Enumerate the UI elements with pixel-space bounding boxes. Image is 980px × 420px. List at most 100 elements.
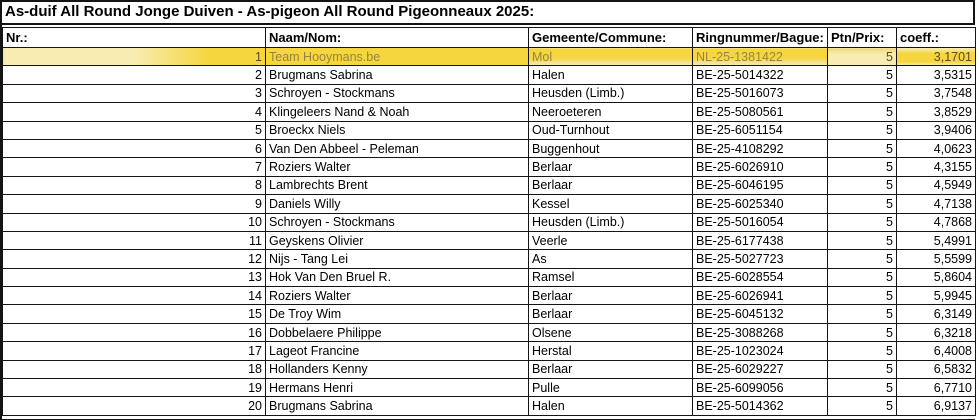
cell-ring: BE-25-6177438 bbox=[692, 230, 828, 251]
cell-coeff: 6,3218 bbox=[896, 322, 976, 343]
table-row: 5 Broeckx Niels Oud-Turnhout BE-25-6051154 5… bbox=[2, 120, 976, 140]
table-row: 1 Team Hooymans.be Mol NL-25-1381422 5 3,1701 bbox=[2, 46, 976, 67]
cell-ring: BE-25-5080561 bbox=[692, 102, 828, 122]
cell-commune: Herstal bbox=[528, 341, 693, 361]
cell-ring: BE-25-5014362 bbox=[692, 396, 828, 416]
cell-ring: BE-25-5027723 bbox=[692, 249, 828, 269]
cell-commune: Kessel bbox=[528, 194, 693, 214]
cell-ring: BE-25-5016073 bbox=[692, 83, 828, 104]
cell-nr: 10 bbox=[2, 212, 266, 232]
cell-name: Nijs - Tang Lei bbox=[265, 249, 529, 269]
table-row: 19 Hermans Henri Pulle BE-25-6099056 5 6,7710 bbox=[2, 378, 976, 398]
cell-ring: BE-25-5016054 bbox=[692, 212, 828, 232]
cell-ptn: 5 bbox=[827, 65, 897, 85]
cell-nr: 13 bbox=[2, 267, 266, 288]
cell-coeff: 3,9406 bbox=[896, 120, 976, 140]
cell-commune: Halen bbox=[528, 65, 693, 85]
cell-coeff: 6,7710 bbox=[896, 378, 976, 398]
column-header-commune: Gemeente/Commune: bbox=[528, 27, 693, 48]
cell-name: Lambrechts Brent bbox=[265, 175, 529, 196]
cell-ring: NL-25-1381422 bbox=[692, 46, 828, 67]
cell-nr: 16 bbox=[2, 322, 266, 343]
table-row: 20 Brugmans Sabrina Halen BE-25-5014362 5 6,9… bbox=[2, 396, 976, 416]
cell-coeff: 3,5315 bbox=[896, 65, 976, 85]
cell-name: Geyskens Olivier bbox=[265, 230, 529, 251]
table-header-row: Nr.: Naam/Nom: Gemeente/Commune: Ringnum… bbox=[2, 27, 976, 48]
cell-ptn: 5 bbox=[827, 378, 897, 398]
table-row: 15 De Troy Wim Berlaar BE-25-6045132 5 6,3149 bbox=[2, 304, 976, 324]
table-row: 16 Dobbelaere Philippe Olsene BE-25-3088268… bbox=[2, 322, 976, 343]
cell-ring: BE-25-6051154 bbox=[692, 120, 828, 140]
cell-ring: BE-25-3088268 bbox=[692, 322, 828, 343]
cell-name: Roziers Walter bbox=[265, 157, 529, 177]
cell-ring: BE-25-6029227 bbox=[692, 359, 828, 380]
cell-name: Hok Van Den Bruel R. bbox=[265, 267, 529, 288]
cell-coeff: 6,3149 bbox=[896, 304, 976, 324]
cell-coeff: 6,4008 bbox=[896, 341, 976, 361]
cell-ptn: 5 bbox=[827, 341, 897, 361]
cell-nr: 1 bbox=[2, 46, 266, 67]
cell-nr: 3 bbox=[2, 83, 266, 104]
cell-ptn: 5 bbox=[827, 249, 897, 269]
cell-ptn: 5 bbox=[827, 46, 897, 67]
partial-next-row-edge bbox=[2, 418, 975, 420]
cell-commune: Halen bbox=[528, 396, 693, 416]
cell-nr: 9 bbox=[2, 194, 266, 214]
cell-ptn: 5 bbox=[827, 83, 897, 104]
cell-coeff: 5,4991 bbox=[896, 230, 976, 251]
cell-commune: As bbox=[528, 249, 693, 269]
cell-ptn: 5 bbox=[827, 230, 897, 251]
table-row: 11 Geyskens Olivier Veerle BE-25-6177438 5 5,… bbox=[2, 230, 976, 251]
cell-nr: 12 bbox=[2, 249, 266, 269]
column-header-name: Naam/Nom: bbox=[265, 27, 529, 48]
cell-commune: Oud-Turnhout bbox=[528, 120, 693, 140]
cell-ring: BE-25-6025340 bbox=[692, 194, 828, 214]
cell-ring: BE-25-6045132 bbox=[692, 304, 828, 324]
table-row: 17 Lageot Francine Herstal BE-25-1023024 5 6,… bbox=[2, 341, 976, 361]
cell-ring: BE-25-6028554 bbox=[692, 267, 828, 288]
cell-coeff: 4,7138 bbox=[896, 194, 976, 214]
cell-commune: Berlaar bbox=[528, 157, 693, 177]
cell-nr: 2 bbox=[2, 65, 266, 85]
table-row: 13 Hok Van Den Bruel R. Ramsel BE-25-602855… bbox=[2, 267, 976, 288]
table-row: 12 Nijs - Tang Lei As BE-25-5027723 5 5,5599 bbox=[2, 249, 976, 269]
table-row: 4 Klingeleers Nand & Noah Neeroeteren BE-25… bbox=[2, 102, 976, 122]
cell-coeff: 4,5949 bbox=[896, 175, 976, 196]
cell-commune: Ramsel bbox=[528, 267, 693, 288]
cell-nr: 20 bbox=[2, 396, 266, 416]
cell-name: Schroyen - Stockmans bbox=[265, 83, 529, 104]
table-row: 2 Brugmans Sabrina Halen BE-25-5014322 5 3,53… bbox=[2, 65, 976, 85]
results-table: Nr.: Naam/Nom: Gemeente/Commune: Ringnum… bbox=[2, 27, 976, 416]
cell-ring: BE-25-6046195 bbox=[692, 175, 828, 196]
cell-name: Roziers Walter bbox=[265, 286, 529, 306]
table-row: 7 Roziers Walter Berlaar BE-25-6026910 5 4,31… bbox=[2, 157, 976, 177]
cell-ptn: 5 bbox=[827, 175, 897, 196]
cell-commune: Neeroeteren bbox=[528, 102, 693, 122]
cell-nr: 17 bbox=[2, 341, 266, 361]
cell-nr: 7 bbox=[2, 157, 266, 177]
cell-ptn: 5 bbox=[827, 212, 897, 232]
cell-commune: Buggenhout bbox=[528, 138, 693, 159]
cell-coeff: 4,3155 bbox=[896, 157, 976, 177]
cell-nr: 8 bbox=[2, 175, 266, 196]
column-header-coeff: coeff.: bbox=[896, 27, 976, 48]
cell-nr: 19 bbox=[2, 378, 266, 398]
cell-commune: Mol bbox=[528, 46, 693, 67]
cell-ptn: 5 bbox=[827, 157, 897, 177]
table-row: 18 Hollanders Kenny Berlaar BE-25-6029227 5 6… bbox=[2, 359, 976, 380]
page-title: As-duif All Round Jonge Duiven - As-pige… bbox=[2, 2, 975, 25]
table-row: 6 Van Den Abbeel - Peleman Buggenhout BE-25… bbox=[2, 138, 976, 159]
column-header-ring: Ringnummer/Bague: bbox=[692, 27, 828, 48]
cell-ring: BE-25-6026941 bbox=[692, 286, 828, 306]
cell-commune: Heusden (Limb.) bbox=[528, 83, 693, 104]
cell-ring: BE-25-1023024 bbox=[692, 341, 828, 361]
cell-coeff: 4,0623 bbox=[896, 138, 976, 159]
table-row: 3 Schroyen - Stockmans Heusden (Limb.) BE-2… bbox=[2, 83, 976, 104]
cell-name: Lageot Francine bbox=[265, 341, 529, 361]
cell-coeff: 5,8604 bbox=[896, 267, 976, 288]
cell-commune: Berlaar bbox=[528, 304, 693, 324]
cell-commune: Berlaar bbox=[528, 359, 693, 380]
cell-name: De Troy Wim bbox=[265, 304, 529, 324]
cell-name: Brugmans Sabrina bbox=[265, 65, 529, 85]
